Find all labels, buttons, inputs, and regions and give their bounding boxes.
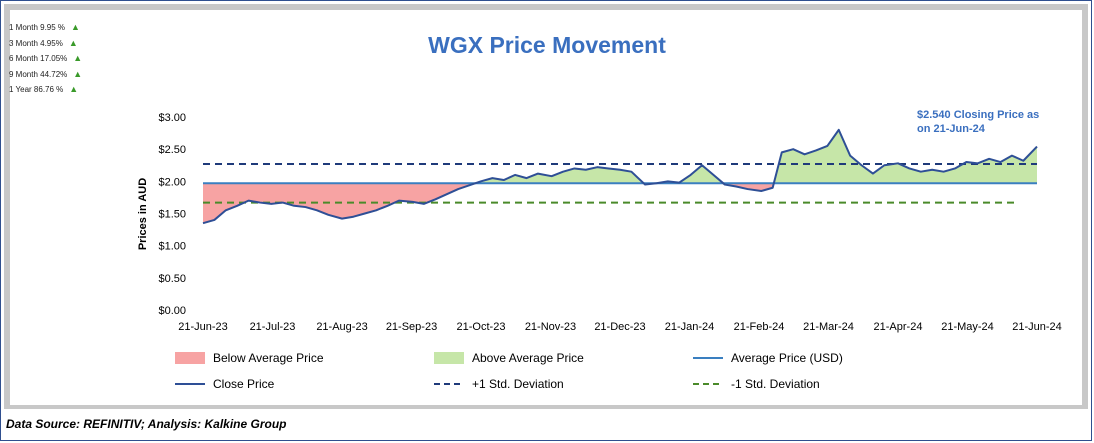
x-tick-label: 21-Jun-23 — [178, 321, 228, 333]
legend-label: -1 Std. Deviation — [731, 377, 820, 391]
y-tick-label: $3.00 — [158, 112, 186, 124]
close-price-line — [202, 128, 1038, 225]
perf-label: 6 Month 17.05% — [9, 54, 68, 63]
chart-title: WGX Price Movement — [428, 32, 666, 58]
performance-summary: 1 Month 9.95 % ▲ 3 Month 4.95% ▲ 6 Month 1… — [9, 20, 82, 98]
y-tick-label: $2.00 — [158, 176, 186, 188]
x-tick-label: 21-Jul-23 — [250, 321, 296, 333]
y-tick-label: $2.50 — [158, 144, 186, 156]
x-tick-label: 21-Oct-23 — [457, 321, 506, 333]
x-tick-label: 21-Jan-24 — [665, 321, 715, 333]
above-average-area — [203, 129, 1037, 184]
perf-row-1y: 1 Year 86.76 % ▲ — [9, 82, 82, 98]
legend-label: Below Average Price — [213, 351, 324, 365]
up-triangle-icon: ▲ — [69, 84, 79, 94]
below-average-area — [203, 183, 774, 224]
x-tick-label: 21-Jun-24 — [1012, 321, 1062, 333]
perf-row-6m: 6 Month 17.05% ▲ — [9, 51, 82, 67]
legend-label: +1 Std. Deviation — [472, 377, 564, 391]
perf-row-1m: 1 Month 9.95 % ▲ — [9, 20, 82, 36]
perf-label: 3 Month 4.95% — [9, 38, 63, 48]
closing-price-annotation-line2: on 21-Jun-24 — [917, 123, 986, 135]
y-axis-label: Prices in AUD — [137, 178, 149, 250]
x-tick-label: 21-Mar-24 — [803, 321, 854, 333]
x-tick-label: 21-Sep-23 — [386, 321, 437, 333]
perf-label: 9 Month 44.72% — [9, 69, 68, 79]
y-tick-label: $1.50 — [158, 209, 186, 221]
legend-swatch-above — [434, 352, 464, 364]
y-tick-label: $0.00 — [158, 305, 186, 317]
perf-label: 1 Year 86.76 % — [9, 85, 64, 94]
up-triangle-icon: ▲ — [73, 53, 83, 63]
x-tick-label: 21-Apr-24 — [874, 321, 923, 333]
x-tick-label: 21-May-24 — [941, 321, 994, 333]
up-triangle-icon: ▲ — [68, 37, 78, 48]
x-tick-label: 21-Aug-23 — [316, 321, 367, 333]
y-tick-label: $1.00 — [158, 241, 186, 253]
data-source-footer: Data Source: REFINITIV; Analysis: Kalkin… — [6, 417, 287, 431]
perf-row-9m: 9 Month 44.72% ▲ — [9, 67, 82, 83]
legend-label: Close Price — [213, 377, 275, 391]
perf-label: 1 Month 9.95 % — [9, 23, 66, 32]
x-tick-label: 21-Dec-23 — [594, 321, 645, 333]
x-tick-label: 21-Nov-23 — [525, 321, 576, 333]
legend-label: Above Average Price — [472, 351, 584, 365]
closing-price-annotation: $2.540 Closing Price as — [917, 109, 1039, 121]
up-triangle-icon: ▲ — [73, 68, 83, 79]
x-tick-label: 21-Feb-24 — [734, 321, 785, 333]
legend-swatch-below — [175, 352, 205, 364]
perf-row-3m: 3 Month 4.95% ▲ — [9, 36, 82, 52]
up-triangle-icon: ▲ — [71, 22, 80, 32]
chart-panel — [10, 10, 1082, 405]
y-tick-label: $0.50 — [158, 273, 186, 285]
legend-label: Average Price (USD) — [731, 351, 843, 365]
